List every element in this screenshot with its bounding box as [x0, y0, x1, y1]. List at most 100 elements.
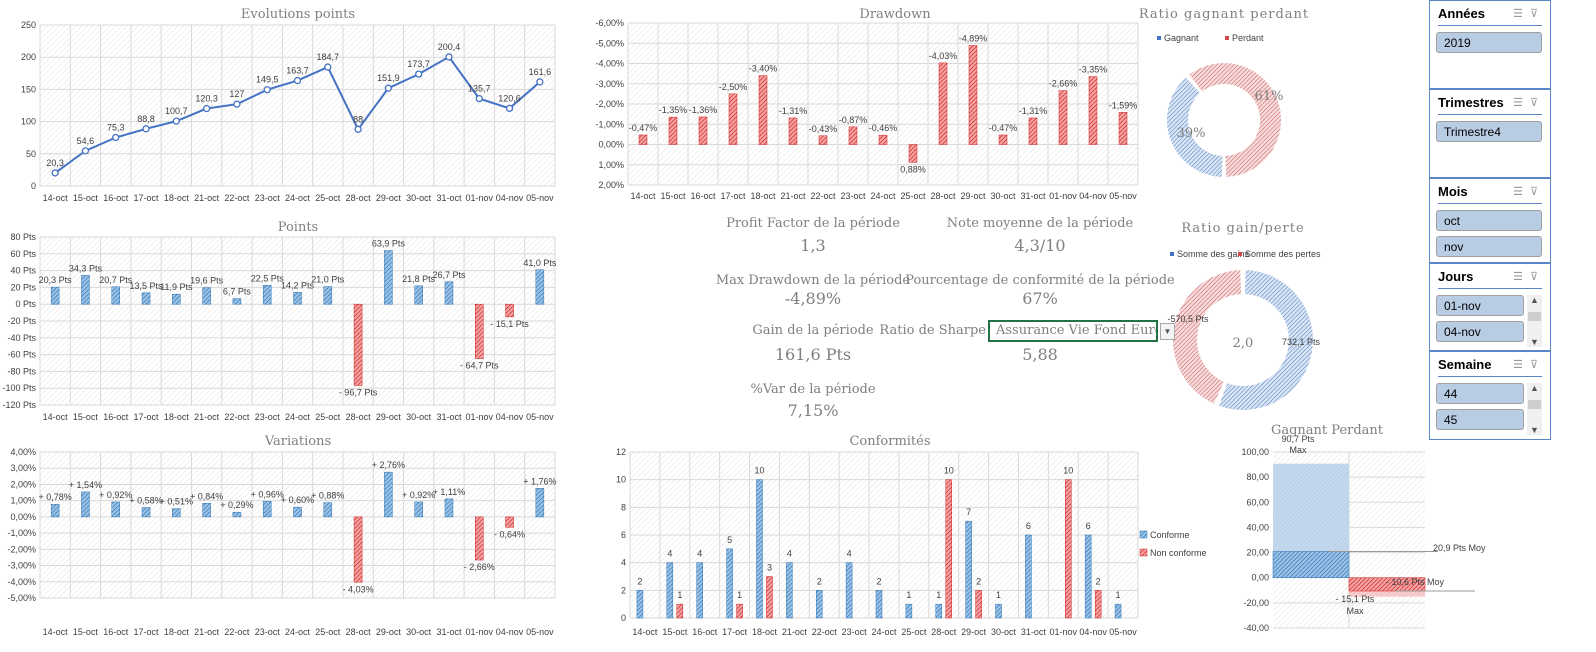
data-label: 90,7 Pts — [1281, 434, 1315, 444]
scrollbar[interactable]: ▲ ▼ — [1527, 295, 1542, 347]
donut-slice — [1173, 270, 1242, 404]
data-label: - 64,7 Pts — [460, 361, 499, 371]
data-label: -4,03% — [929, 51, 958, 61]
y-tick-label: 20 Pts — [10, 282, 36, 292]
x-tick-label: 01-nov — [465, 412, 493, 422]
data-label: -1,36% — [689, 105, 718, 115]
slicer-item[interactable]: 01-nov — [1436, 295, 1524, 316]
data-label: -0,46% — [869, 123, 898, 133]
data-label: 1 — [936, 590, 941, 600]
y-tick-label: 1,00% — [10, 496, 36, 506]
chart-variations: -5,00% -4,00% -3,00% -2,00% -1,00% 0,00% 1,00%… — [7, 434, 556, 637]
clear-filter-icon[interactable]: ⊽ — [1529, 270, 1539, 283]
chevron-down-icon[interactable]: ▼ — [1160, 323, 1175, 340]
x-tick-label: 04-nov — [496, 193, 524, 203]
legend-label: Non conforme — [1150, 548, 1207, 558]
bar — [444, 498, 454, 518]
x-tick-label: 14-oct — [630, 191, 656, 201]
slicer-item[interactable]: oct — [1436, 210, 1542, 231]
multi-select-icon[interactable]: ☰ — [1513, 185, 1523, 198]
data-label: 13,5 Pts — [130, 281, 164, 291]
data-label: + 0,96% — [251, 489, 284, 499]
data-label: - 96,7 Pts — [339, 387, 378, 397]
plot-area — [40, 452, 555, 598]
scroll-up-icon[interactable]: ▲ — [1530, 295, 1539, 305]
slicer-item[interactable]: 44 — [1436, 383, 1524, 404]
bar — [384, 250, 393, 305]
x-tick-label: 28-oct — [346, 412, 372, 422]
data-label: 11,9 Pts — [160, 282, 193, 292]
kpi-profit-factor-value: 1,3 — [800, 236, 826, 255]
bar — [50, 286, 60, 305]
scrollbar[interactable]: ▲ ▼ — [1527, 383, 1542, 435]
bar — [323, 286, 333, 305]
y-tick-label: 150 — [21, 84, 36, 94]
y-tick-label: 0,00 — [1251, 573, 1269, 583]
data-label: 20,3 Pts — [39, 275, 73, 285]
data-label: -570,5 Pts — [1167, 314, 1209, 324]
x-tick-label: 18-oct — [164, 193, 190, 203]
data-label: -1,31% — [1019, 106, 1048, 116]
slicer-item[interactable]: 04-nov — [1436, 321, 1524, 342]
data-label: 26,7 Pts — [432, 270, 466, 280]
data-label: 4 — [847, 549, 852, 559]
clear-filter-icon[interactable]: ⊽ — [1529, 185, 1539, 198]
bar — [1084, 534, 1092, 619]
bar — [111, 501, 120, 518]
x-tick-label: 16-oct — [103, 193, 129, 203]
x-tick-label: 14-oct — [632, 627, 658, 637]
chart-title: Points — [278, 220, 318, 235]
bar — [353, 303, 363, 386]
data-point — [51, 169, 59, 177]
scroll-thumb[interactable] — [1528, 312, 1541, 321]
x-tick-label: 14-oct — [43, 412, 69, 422]
bar — [786, 562, 793, 619]
bar — [1088, 76, 1098, 145]
x-tick-label: 24-oct — [285, 193, 311, 203]
x-tick-label: 28-oct — [930, 191, 956, 201]
data-label: 5 — [727, 535, 732, 545]
slicer-item[interactable]: Trimestre4 — [1436, 121, 1542, 142]
bar — [995, 603, 1002, 619]
slicer-item[interactable]: 2019 — [1436, 32, 1542, 53]
chart-title: Drawdown — [859, 7, 931, 22]
multi-select-icon[interactable]: ☰ — [1513, 7, 1523, 20]
y-tick-label: -3,00% — [7, 561, 36, 571]
bar — [262, 501, 272, 518]
x-tick-label: 16-oct — [692, 627, 718, 637]
y-tick-label: -120 Pts — [2, 400, 36, 410]
scroll-down-icon[interactable]: ▼ — [1530, 337, 1539, 347]
data-label: -3,40% — [749, 64, 778, 74]
clear-filter-icon[interactable]: ⊽ — [1529, 7, 1539, 20]
bar — [172, 293, 181, 305]
bar — [475, 303, 484, 359]
data-label: -2,50% — [719, 82, 748, 92]
scroll-up-icon[interactable]: ▲ — [1530, 383, 1539, 393]
bar — [1094, 590, 1102, 619]
x-tick-label: 05-nov — [526, 627, 554, 637]
x-tick-label: 15-oct — [660, 191, 686, 201]
x-tick-label: 28-oct — [931, 627, 957, 637]
slicer-item[interactable]: nov — [1436, 236, 1542, 257]
multi-select-icon[interactable]: ☰ — [1513, 96, 1523, 109]
data-label: 184,7 — [317, 52, 340, 62]
x-tick-label: 31-oct — [1020, 191, 1046, 201]
bar — [935, 603, 943, 619]
sharpe-asset-select[interactable]: Assurance Vie Fond Euros — [988, 320, 1158, 342]
scroll-down-icon[interactable]: ▼ — [1530, 425, 1539, 435]
slicer-jours: Jours ☰ ⊽ 01-nov 04-nov ▲ ▼ — [1429, 263, 1551, 351]
bar — [1028, 117, 1038, 145]
data-label: 6 — [1086, 521, 1091, 531]
bar — [505, 516, 514, 528]
x-tick-label: 23-oct — [842, 627, 868, 637]
data-label: 135,7 — [468, 84, 491, 94]
x-tick-label: 04-nov — [496, 412, 524, 422]
multi-select-icon[interactable]: ☰ — [1513, 270, 1523, 283]
clear-filter-icon[interactable]: ⊽ — [1529, 96, 1539, 109]
multi-select-icon[interactable]: ☰ — [1513, 358, 1523, 371]
clear-filter-icon[interactable]: ⊽ — [1529, 358, 1539, 371]
y-tick-label: 10 — [616, 475, 626, 485]
slicer-item[interactable]: 45 — [1436, 409, 1524, 430]
y-tick-label: 3,00% — [10, 463, 36, 473]
scroll-thumb[interactable] — [1528, 400, 1541, 409]
